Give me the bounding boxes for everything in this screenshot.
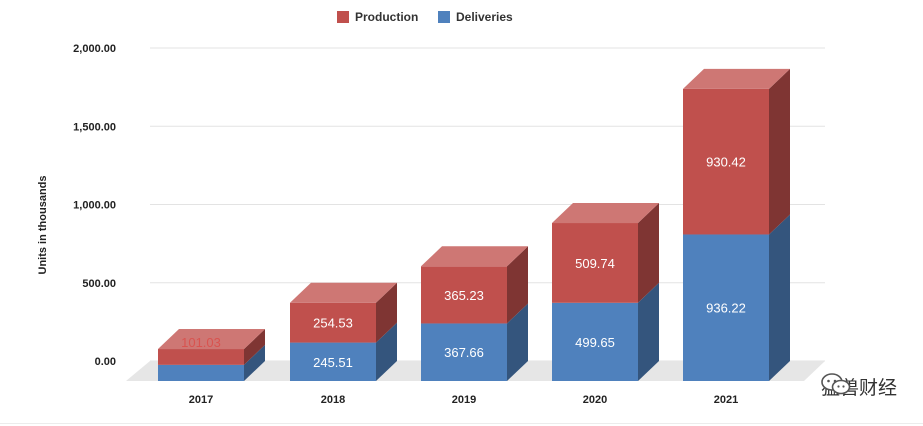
bar-deliveries-side xyxy=(244,344,265,381)
bar-deliveries-front xyxy=(421,323,507,381)
bar-production-side xyxy=(376,282,397,343)
bar-production-top xyxy=(683,68,790,89)
bar-production-top xyxy=(421,246,528,267)
bar-deliveries-side xyxy=(507,303,528,381)
divider xyxy=(0,423,923,424)
bar-deliveries-front xyxy=(552,302,638,381)
bar-deliveries-side xyxy=(769,214,790,381)
bar-production-front xyxy=(683,88,769,235)
bar-production-side xyxy=(769,68,790,235)
bar-production-front xyxy=(552,223,638,303)
data-label: 509.74 xyxy=(575,256,615,271)
bar-production-top xyxy=(552,203,659,224)
data-label: 499.65 xyxy=(575,335,615,350)
bar-production-front xyxy=(421,266,507,324)
x-tick-label: 2017 xyxy=(189,394,213,406)
watermark: 猛兽财经 xyxy=(821,373,897,400)
data-label: 367.66 xyxy=(444,345,484,360)
bar-deliveries-front xyxy=(158,364,244,381)
wechat-icon xyxy=(821,373,851,395)
data-label: 936.22 xyxy=(706,301,746,316)
legend-swatch xyxy=(337,11,349,23)
y-tick-label: 2,000.00 xyxy=(73,43,116,55)
data-label: 365.23 xyxy=(444,288,484,303)
bar-production-top xyxy=(158,329,265,350)
y-tick-label: 1,500.00 xyxy=(73,121,116,133)
bar-deliveries-side xyxy=(376,322,397,381)
bar-production-side xyxy=(638,203,659,303)
legend-swatch xyxy=(438,11,450,23)
bar-production-side xyxy=(507,246,528,324)
y-tick-label: 0.00 xyxy=(95,356,116,368)
data-label: 245.51 xyxy=(313,355,353,370)
x-tick-label: 2021 xyxy=(714,394,738,406)
data-label: 930.42 xyxy=(706,155,746,170)
legend-label: Deliveries xyxy=(456,10,513,24)
bar-production-front xyxy=(290,302,376,343)
y-tick-label: 1,000.00 xyxy=(73,200,116,212)
bar-deliveries-front xyxy=(683,234,769,381)
data-label: 101.03 xyxy=(181,335,221,350)
x-tick-label: 2018 xyxy=(321,394,345,406)
y-axis-label: Units in thousands xyxy=(37,176,49,275)
x-tick-label: 2020 xyxy=(583,394,607,406)
bar-deliveries-side xyxy=(638,282,659,381)
data-label: 254.53 xyxy=(313,316,353,331)
bar-production-front xyxy=(158,349,244,365)
bar-production-top xyxy=(290,282,397,303)
y-tick-label: 500.00 xyxy=(82,278,116,290)
bar-production-side xyxy=(244,329,265,365)
x-tick-label: 2019 xyxy=(452,394,476,406)
legend-label: Production xyxy=(355,10,418,24)
bar-deliveries-front xyxy=(290,342,376,381)
